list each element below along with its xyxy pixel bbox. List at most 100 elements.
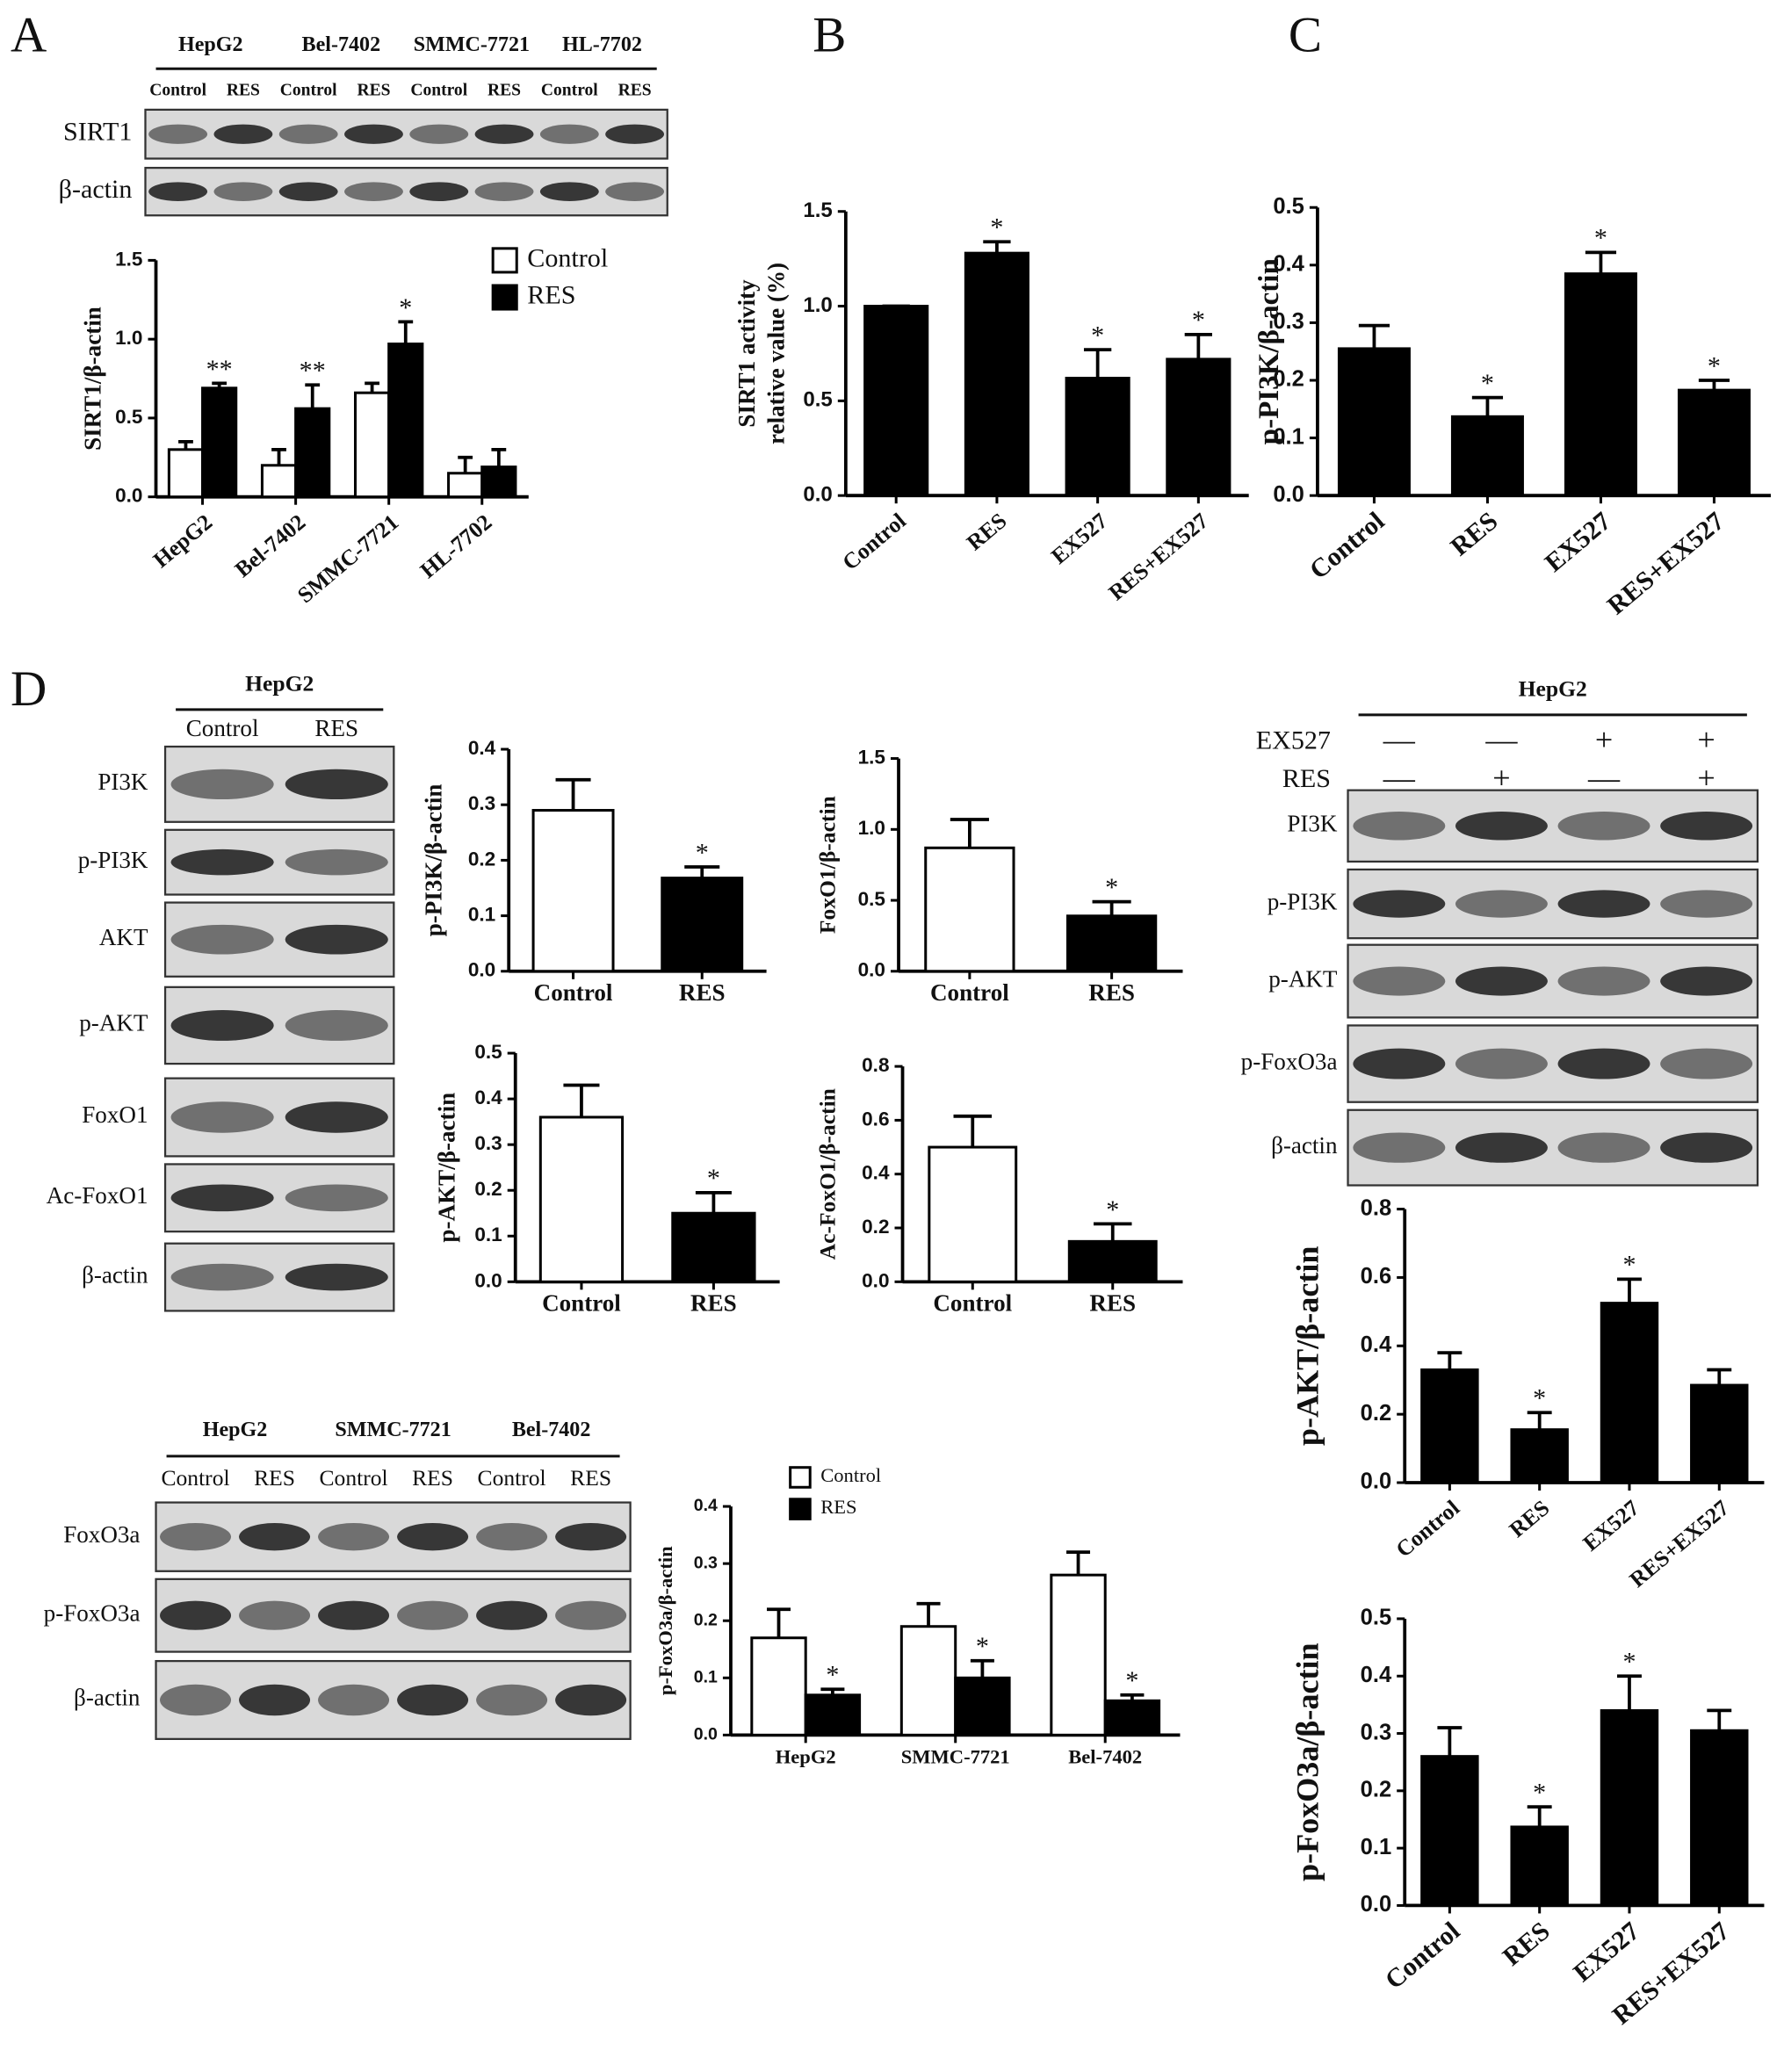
treatment-sign: + xyxy=(1595,722,1613,757)
treatment-sign: + xyxy=(1697,760,1715,795)
bar xyxy=(1420,1755,1479,1907)
x-tick-label: EX527 xyxy=(1578,1495,1643,1556)
x-tick-label: Control xyxy=(1379,1916,1465,1995)
error-bar xyxy=(1092,899,1131,916)
y-axis-label: p-PI3K/β-actin xyxy=(1253,258,1285,444)
bar xyxy=(531,809,615,973)
blot-band xyxy=(239,1684,311,1716)
blot-lane-label: Control xyxy=(161,1465,229,1491)
blot-row-label: FoxO1 xyxy=(82,1101,148,1128)
x-tick-label: RES+EX527 xyxy=(1624,1495,1734,1592)
significance-label: * xyxy=(1105,872,1118,902)
y-tick-label: 0.0 xyxy=(858,959,885,981)
x-tick-label: EX527 xyxy=(1568,1916,1645,1988)
error-bar xyxy=(398,320,414,344)
x-tick-label: RES+EX527 xyxy=(1601,506,1730,621)
y-tick-label: 0.4 xyxy=(694,1496,718,1515)
bar xyxy=(353,391,391,499)
blot-band xyxy=(1557,966,1650,996)
blot-band xyxy=(285,924,388,955)
blot-band xyxy=(344,182,403,201)
error-bar xyxy=(950,818,989,848)
blot-band xyxy=(285,848,388,876)
y-axis-label: SIRT1/β-actin xyxy=(80,307,106,451)
y-tick-label: 1.0 xyxy=(115,327,142,349)
bar xyxy=(1050,1573,1107,1736)
y-tick-label: 0.5 xyxy=(858,888,885,910)
x-tick-label: Control xyxy=(933,1290,1012,1317)
blot-row-label: SIRT1 xyxy=(63,117,132,147)
blot-group-label: SMMC-7721 xyxy=(414,33,530,56)
bar xyxy=(899,1625,957,1736)
blot-lane-label: Control xyxy=(410,81,467,99)
x-tick-label: RES xyxy=(1505,1495,1555,1542)
x-tick-label: SMMC-7721 xyxy=(901,1746,1010,1768)
blot-band xyxy=(1557,1132,1650,1163)
blot-row-label: β-actin xyxy=(1271,1132,1338,1159)
legend-label: RES xyxy=(820,1496,856,1518)
blot-band xyxy=(1353,1048,1446,1079)
blot-band xyxy=(285,769,388,800)
x-tick-label: Bel-7402 xyxy=(1068,1746,1142,1768)
blot-band xyxy=(278,182,338,201)
blot-band xyxy=(285,1010,388,1041)
blot-band xyxy=(605,124,665,144)
error-bar xyxy=(1585,250,1617,274)
x-tick-label: RES xyxy=(1497,1916,1556,1972)
significance-label: * xyxy=(399,292,412,322)
error-bar xyxy=(1093,1222,1132,1242)
y-tick-label: 0.3 xyxy=(468,792,495,814)
legend-swatch xyxy=(491,284,518,311)
y-tick-label: 1.0 xyxy=(803,293,832,317)
blot-row-label: β-actin xyxy=(82,1261,148,1288)
y-tick-label: 0.2 xyxy=(1361,1401,1392,1426)
error-bar xyxy=(820,1687,845,1695)
bar xyxy=(1510,1428,1569,1484)
blot-lane-label: Control xyxy=(186,715,259,741)
blot-band xyxy=(170,769,274,800)
x-tick-label: Control xyxy=(542,1290,621,1317)
blot-band xyxy=(539,124,599,144)
blot-band xyxy=(397,1523,469,1551)
blot-lane-label: Control xyxy=(280,81,337,99)
x-tick-label: RES xyxy=(690,1290,737,1317)
blot-band xyxy=(344,124,403,144)
blot-band xyxy=(1353,1132,1446,1163)
y-axis-label: p-FoxO3a/β-actin xyxy=(654,1546,676,1695)
y-tick-label: 0.0 xyxy=(115,485,142,507)
blot-lane-label: RES xyxy=(254,1465,295,1491)
significance-label: * xyxy=(990,213,1003,242)
y-tick-label: 0.1 xyxy=(1361,1835,1392,1859)
blot-band xyxy=(1353,966,1446,996)
blot-band xyxy=(1660,890,1753,918)
error-bar xyxy=(1066,1550,1091,1576)
y-tick-label: 0.5 xyxy=(474,1041,502,1063)
x-tick-label: RES xyxy=(1089,1290,1136,1317)
significance-label: * xyxy=(826,1660,839,1690)
blot-band xyxy=(409,124,469,144)
bar xyxy=(1677,388,1751,497)
y-tick-label: 0.5 xyxy=(115,406,142,428)
significance-label: * xyxy=(1594,223,1607,253)
y-axis-label: Ac-FoxO1/β-actin xyxy=(815,1088,841,1260)
error-bar xyxy=(1707,1368,1732,1386)
y-axis-label: p-FoxO3a/β-actin xyxy=(1290,1642,1325,1881)
error-bar xyxy=(1617,1674,1642,1711)
legend-label: RES xyxy=(527,279,575,309)
error-bar xyxy=(1437,1351,1463,1370)
error-bar xyxy=(458,455,473,473)
significance-label: * xyxy=(1125,1665,1138,1695)
blot-lane-label: RES xyxy=(227,81,260,99)
blot-band xyxy=(1557,1048,1650,1079)
y-tick-label: 0.0 xyxy=(1361,1469,1392,1494)
x-tick-label: RES xyxy=(962,508,1012,555)
y-tick-label: 1.5 xyxy=(803,199,832,222)
x-tick-label: RES+EX527 xyxy=(1104,508,1214,605)
error-bar xyxy=(1617,1277,1642,1303)
y-tick-label: 1.5 xyxy=(858,747,885,769)
x-tick-label: SMMC-7721 xyxy=(293,509,403,609)
y-axis-label: p-AKT/β-actin xyxy=(1290,1246,1325,1447)
blot-band xyxy=(397,1600,469,1630)
significance-label: * xyxy=(707,1163,720,1193)
blot-group-label: HepG2 xyxy=(245,671,314,697)
